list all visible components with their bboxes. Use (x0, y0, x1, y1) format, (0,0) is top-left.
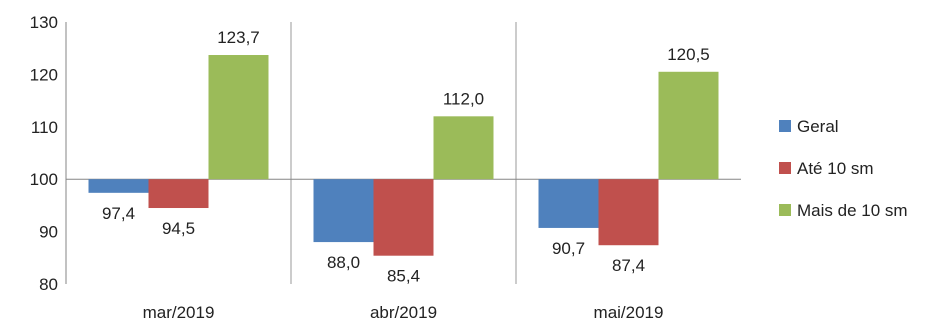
data-label: 123,7 (217, 28, 260, 47)
y-tick-label: 110 (31, 118, 58, 137)
bars (88, 55, 719, 256)
bar-1-2 (313, 179, 374, 243)
legend-label: Até 10 sm (797, 159, 874, 178)
y-tick-label: 90 (39, 223, 58, 242)
bar-3-1 (208, 55, 269, 180)
bar-3-2 (433, 116, 494, 180)
data-label: 112,0 (443, 89, 484, 108)
y-axis-ticks: 80 90 100 110 120 130 (30, 13, 58, 294)
legend-swatch (779, 204, 791, 216)
category-label: abr/2019 (370, 303, 437, 322)
data-label: 90,7 (552, 239, 585, 258)
category-label: mai/2019 (594, 303, 664, 322)
data-label: 87,4 (612, 256, 645, 275)
bar-3-3 (658, 71, 719, 180)
y-tick-label: 100 (30, 170, 58, 189)
data-label: 94,5 (162, 219, 195, 238)
x-axis-labels: mar/2019 abr/2019 mai/2019 (143, 303, 664, 322)
category-label: mar/2019 (143, 303, 215, 322)
bar-2-3 (598, 179, 659, 246)
data-label: 97,4 (102, 204, 135, 223)
y-tick-label: 120 (30, 65, 58, 84)
y-tick-label: 130 (30, 13, 58, 32)
bar-2-1 (148, 179, 209, 209)
bar-2-2 (373, 179, 434, 256)
data-label: 88,0 (327, 253, 360, 272)
bar-1-1 (88, 179, 149, 193)
data-label: 120,5 (667, 45, 710, 64)
legend-swatch (779, 162, 791, 174)
y-tick-label: 80 (39, 275, 58, 294)
legend: Geral Até 10 sm Mais de 10 sm (779, 117, 908, 220)
data-label: 85,4 (387, 267, 420, 286)
legend-label: Geral (797, 117, 839, 136)
legend-swatch (779, 120, 791, 132)
legend-label: Mais de 10 sm (797, 201, 908, 220)
data-labels: 97,4 94,5 123,7 88,0 85,4 112,0 90,7 87,4 120,5 (102, 28, 710, 286)
bar-1-3 (538, 179, 599, 228)
